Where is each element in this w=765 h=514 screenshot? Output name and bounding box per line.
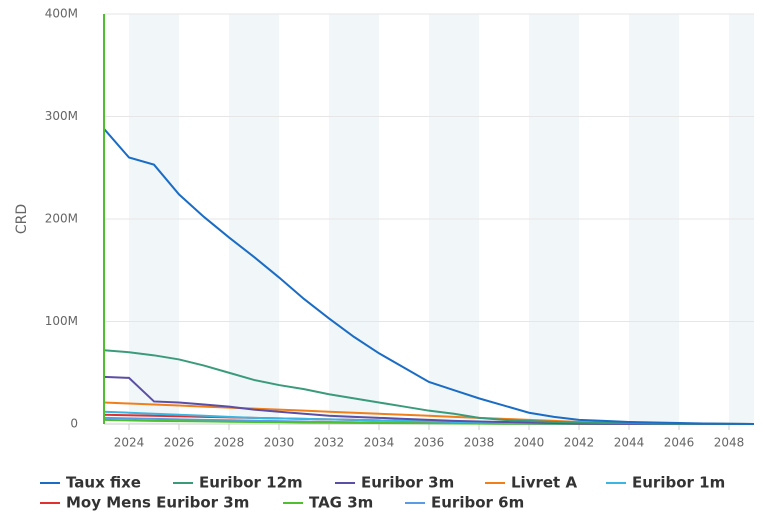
series-line xyxy=(103,128,755,425)
x-tick-label: 2028 xyxy=(214,436,245,450)
legend-label: TAG 3m xyxy=(309,494,373,512)
y-tick-label: 200M xyxy=(45,212,78,226)
x-tick-label: 2040 xyxy=(514,436,545,450)
x-tick-label: 2038 xyxy=(464,436,495,450)
y-axis-label: CRD xyxy=(14,204,30,234)
x-tick-label: 2024 xyxy=(114,436,145,450)
x-tick-label: 2030 xyxy=(264,436,295,450)
x-tick-label: 2032 xyxy=(314,436,345,450)
x-tick-label: 2046 xyxy=(664,436,695,450)
y-tick-label: 100M xyxy=(45,314,78,328)
x-tick-label: 2048 xyxy=(714,436,745,450)
legend-label: Euribor 3m xyxy=(361,474,454,492)
x-tick-label: 2034 xyxy=(364,436,395,450)
legend-label: Euribor 12m xyxy=(199,474,303,492)
x-tick-label: 2044 xyxy=(614,436,645,450)
legend-label: Euribor 1m xyxy=(632,474,725,492)
legend-label: Moy Mens Euribor 3m xyxy=(66,494,249,512)
x-tick-label: 2042 xyxy=(564,436,595,450)
y-tick-label: 300M xyxy=(45,109,78,123)
y-tick-label: 0 xyxy=(70,417,78,431)
x-tick-label: 2036 xyxy=(414,436,445,450)
legend-label: Taux fixe xyxy=(66,474,141,492)
y-tick-label: 400M xyxy=(45,7,78,21)
x-tick-label: 2026 xyxy=(164,436,195,450)
legend-label: Livret A xyxy=(511,474,577,492)
legend-label: Euribor 6m xyxy=(431,494,524,512)
series-line xyxy=(103,349,755,425)
